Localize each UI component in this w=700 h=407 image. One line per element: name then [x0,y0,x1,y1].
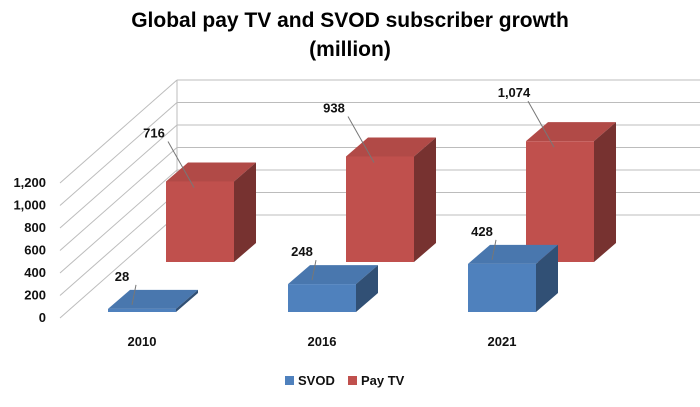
y-axis-ticks: 0 200 400 600 800 1,000 1,200 [13,175,46,325]
gridline-side [59,169,178,274]
bar-pay-tv-2016-front [346,156,414,262]
bar-pay-tv-2010-front [166,181,234,262]
y-tick-label: 600 [24,243,46,258]
chart-title: Global pay TV and SVOD subscriber growth… [0,6,700,64]
data-label-leader [167,141,195,188]
y-tick-label: 200 [24,288,46,303]
bar-pay-tv-2010-side [234,162,256,262]
bar-svod-2016-side [356,265,378,312]
bar-pay-tv-2021-front [526,141,594,262]
bar-svod-2021-side [536,244,558,312]
legend: SVOD Pay TV [285,373,405,388]
data-label: 938 [323,100,345,115]
gridline-side [59,102,178,206]
bar-pay-tv-2016-side [414,137,436,262]
bar-svod-2010 [108,289,198,312]
data-label-leader [311,260,317,281]
bar-pay-tv-2016 [346,137,436,262]
gridline-side [59,79,178,184]
legend-swatch-svod [285,376,294,385]
x-axis-categories: 2010 2016 2021 [128,334,517,349]
category-label: 2016 [308,334,337,349]
bar-svod-2021 [468,244,558,312]
gridline-side [59,124,178,229]
bar-pay-tv-2016-top [346,137,436,157]
data-label: 716 [143,125,165,140]
y-tick-label: 800 [24,220,46,235]
chart-title-line-1: Global pay TV and SVOD subscriber growth [131,9,569,32]
bar-svod-2010-top [108,289,198,309]
gridlines [59,79,700,319]
category-label: 2021 [488,334,517,349]
data-label: 28 [115,269,129,284]
bar-svod-2010-front [108,308,176,312]
y-tick-label: 1,200 [13,175,46,190]
bar-svod-2021-top [468,244,558,264]
gridline-side [59,214,178,319]
gridline-side [59,192,178,296]
y-tick-label: 0 [39,310,46,325]
bar-svod-2021-front [468,263,536,312]
chart-title-line-2: (million) [309,38,391,61]
bar-pay-tv-2021-top [526,122,616,142]
bar-svod-2016-front [288,284,356,312]
data-label: 1,074 [498,85,531,100]
bar-pay-tv-2010 [166,162,256,262]
bar-pay-tv-2021 [526,122,616,262]
data-label-leader [527,100,555,148]
gridline-side [59,147,178,251]
category-label: 2010 [128,334,157,349]
bars: 716 938 1,074 28 248 428 [108,85,616,312]
y-tick-label: 400 [24,265,46,280]
y-tick-label: 1,000 [13,198,46,213]
bar-pay-tv-2010-top [166,162,256,182]
legend-label-pay-tv: Pay TV [361,373,405,388]
bar-pay-tv-2021-side [594,122,616,262]
legend-swatch-pay-tv [348,376,357,385]
legend-label-svod: SVOD [298,373,335,388]
bar-svod-2010-side [176,289,198,312]
bar-svod-2016-top [288,265,378,285]
data-label-leader [347,116,375,163]
data-label: 428 [471,224,493,239]
data-label: 248 [291,244,313,259]
bar-svod-2016 [288,265,378,312]
data-label-leader [491,239,497,260]
data-label-leader [131,284,137,305]
